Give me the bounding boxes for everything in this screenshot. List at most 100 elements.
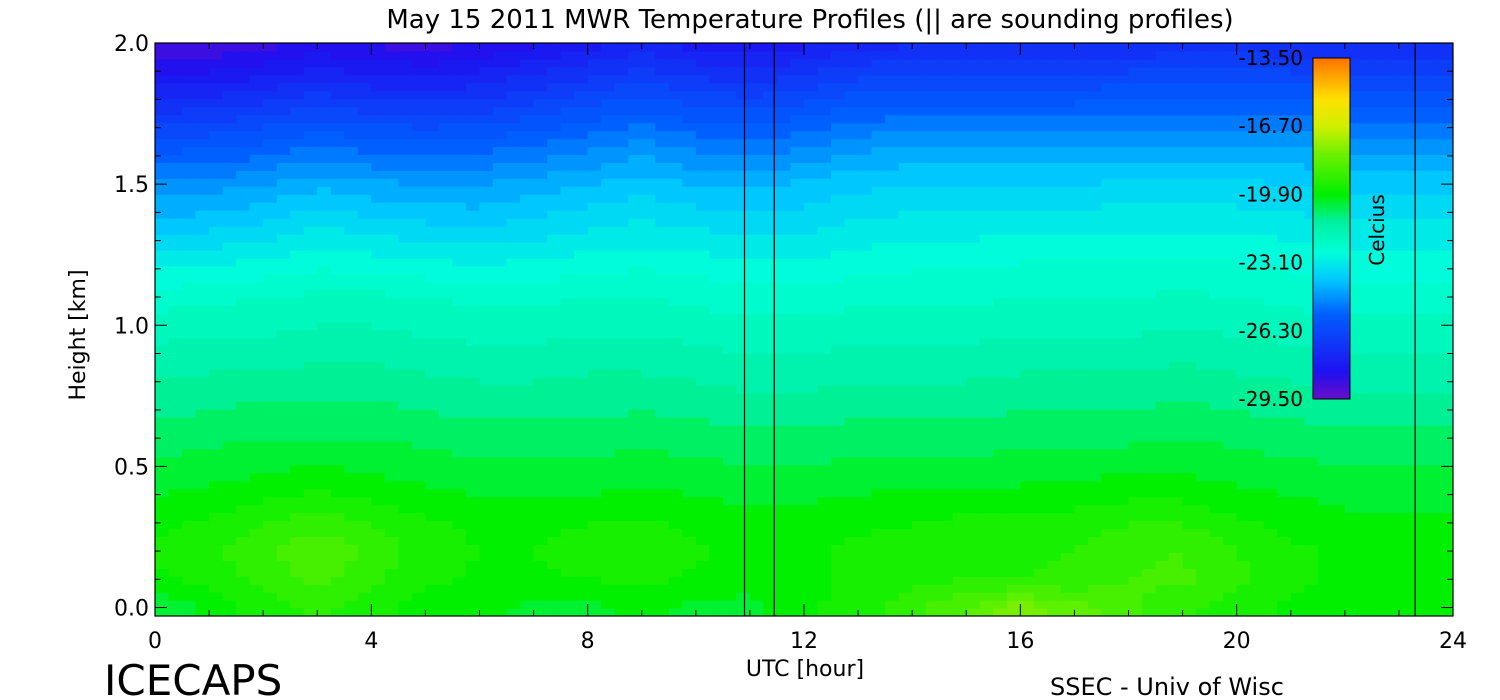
heatmap-cell xyxy=(1006,592,1021,601)
heatmap-cell xyxy=(1006,281,1021,291)
heatmap-cell xyxy=(614,210,629,219)
heatmap-cell xyxy=(1317,568,1332,577)
heatmap-cell xyxy=(1290,297,1305,307)
heatmap-cell xyxy=(925,353,940,362)
heatmap-cell xyxy=(276,369,291,378)
heatmap-cell xyxy=(1128,464,1143,474)
heatmap-cell xyxy=(1358,425,1373,434)
heatmap-cell xyxy=(1385,440,1400,450)
heatmap-cell xyxy=(587,528,602,538)
heatmap-cell xyxy=(344,265,359,275)
heatmap-cell xyxy=(1425,496,1441,506)
heatmap-cell xyxy=(898,202,913,211)
heatmap-cell xyxy=(1385,241,1400,251)
heatmap-cell xyxy=(601,377,616,386)
heatmap-cell xyxy=(1263,321,1278,331)
heatmap-cell xyxy=(1196,257,1211,267)
heatmap-cell xyxy=(1087,520,1103,530)
heatmap-cell xyxy=(1182,600,1197,609)
heatmap-cell xyxy=(682,377,697,386)
heatmap-cell xyxy=(1304,600,1319,609)
heatmap-cell xyxy=(966,226,981,235)
heatmap-cell xyxy=(804,321,819,331)
heatmap-cell xyxy=(195,273,210,283)
heatmap-cell xyxy=(1331,472,1346,482)
heatmap-cell xyxy=(1047,448,1062,458)
heatmap-cell xyxy=(858,249,873,259)
heatmap-cell xyxy=(1128,568,1143,577)
heatmap-cell xyxy=(452,528,467,538)
heatmap-cell xyxy=(709,273,724,283)
heatmap-cell xyxy=(574,432,589,442)
heatmap-cell xyxy=(695,584,710,593)
heatmap-cell xyxy=(330,528,345,538)
heatmap-cell xyxy=(736,257,751,267)
heatmap-cell xyxy=(209,313,224,323)
heatmap-cell xyxy=(182,472,197,482)
heatmap-cell xyxy=(682,361,697,370)
heatmap-cell xyxy=(804,345,819,354)
heatmap-cell xyxy=(533,425,548,434)
heatmap-cell xyxy=(1020,608,1035,616)
heatmap-cell xyxy=(939,289,954,299)
heatmap-cell xyxy=(182,393,197,402)
heatmap-cell xyxy=(533,401,548,410)
heatmap-cell xyxy=(533,313,548,323)
heatmap-cell xyxy=(547,281,562,291)
heatmap-cell xyxy=(898,520,913,530)
heatmap-cell xyxy=(898,265,913,275)
heatmap-cell xyxy=(276,496,291,506)
heatmap-cell xyxy=(952,520,967,530)
heatmap-cell xyxy=(817,417,832,426)
heatmap-cell xyxy=(966,257,981,267)
heatmap-cell xyxy=(533,393,548,402)
heatmap-cell xyxy=(425,369,440,378)
heatmap-cell xyxy=(452,313,467,323)
heatmap-cell xyxy=(722,472,737,482)
heatmap-cell xyxy=(182,226,197,235)
heatmap-cell xyxy=(1412,456,1427,466)
heatmap-cell xyxy=(479,512,494,522)
heatmap-cell xyxy=(195,432,210,442)
heatmap-cell xyxy=(263,456,278,466)
heatmap-cell xyxy=(263,241,278,251)
heatmap-cell xyxy=(155,440,170,450)
heatmap-cell xyxy=(858,417,873,426)
heatmap-cell xyxy=(993,234,1008,243)
heatmap-cell xyxy=(290,305,305,315)
heatmap-cell xyxy=(209,528,224,538)
heatmap-cell xyxy=(1047,249,1062,259)
heatmap-cell xyxy=(993,496,1008,506)
heatmap-cell xyxy=(357,218,372,227)
heatmap-cell xyxy=(939,210,954,219)
heatmap-cell xyxy=(912,353,927,362)
heatmap-cell xyxy=(384,345,399,354)
heatmap-cell xyxy=(858,353,873,362)
heatmap-cell xyxy=(898,385,913,394)
heatmap-cell xyxy=(1263,218,1278,227)
heatmap-cell xyxy=(1277,202,1292,211)
heatmap-cell xyxy=(209,448,224,458)
heatmap-cell xyxy=(1060,305,1076,315)
heatmap-cell xyxy=(587,544,602,553)
heatmap-cell xyxy=(1033,257,1048,267)
heatmap-cell xyxy=(249,249,264,259)
heatmap-cell xyxy=(1250,369,1265,378)
heatmap-cell xyxy=(1196,528,1211,538)
heatmap-cell xyxy=(736,265,751,275)
heatmap-cell xyxy=(1398,234,1414,243)
heatmap-cell xyxy=(614,425,629,434)
heatmap-cell xyxy=(330,432,345,442)
heatmap-cell xyxy=(1209,536,1224,545)
heatmap-cell xyxy=(614,226,629,235)
heatmap-cell xyxy=(790,377,805,386)
heatmap-cell xyxy=(1060,448,1076,458)
heatmap-cell xyxy=(533,385,548,394)
heatmap-cell xyxy=(601,608,616,616)
heatmap-cell xyxy=(1101,440,1116,450)
heatmap-cell xyxy=(479,265,494,275)
heatmap-cell xyxy=(317,432,332,442)
heatmap-cell xyxy=(1344,361,1359,370)
heatmap-cell xyxy=(1114,488,1130,498)
heatmap-cell xyxy=(682,504,697,514)
